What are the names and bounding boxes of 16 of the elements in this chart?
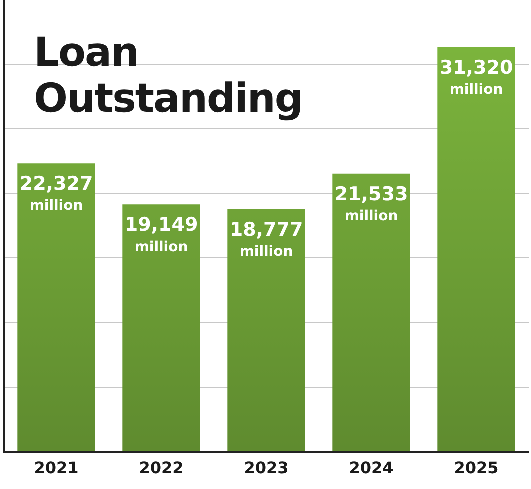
bar bbox=[122, 204, 200, 452]
bar bbox=[332, 174, 410, 452]
data-label: 18,777 million bbox=[230, 218, 304, 260]
bar bbox=[438, 48, 516, 452]
data-label: 21,533 million bbox=[334, 183, 408, 224]
data-label: 19,149 million bbox=[124, 214, 198, 256]
text: Loan Outstanding bbox=[34, 30, 304, 122]
x-tick-label: 2024 bbox=[349, 458, 394, 478]
data-label: 22,327 million bbox=[20, 173, 94, 214]
data-label: 31,320 million bbox=[440, 56, 514, 98]
x-tick-label: 2021 bbox=[34, 458, 79, 478]
x-tick-label: 2023 bbox=[244, 458, 289, 478]
x-tick-label: 2025 bbox=[454, 458, 499, 478]
x-tick-label: 2022 bbox=[139, 458, 184, 478]
bar bbox=[18, 164, 96, 452]
bar bbox=[228, 209, 306, 452]
